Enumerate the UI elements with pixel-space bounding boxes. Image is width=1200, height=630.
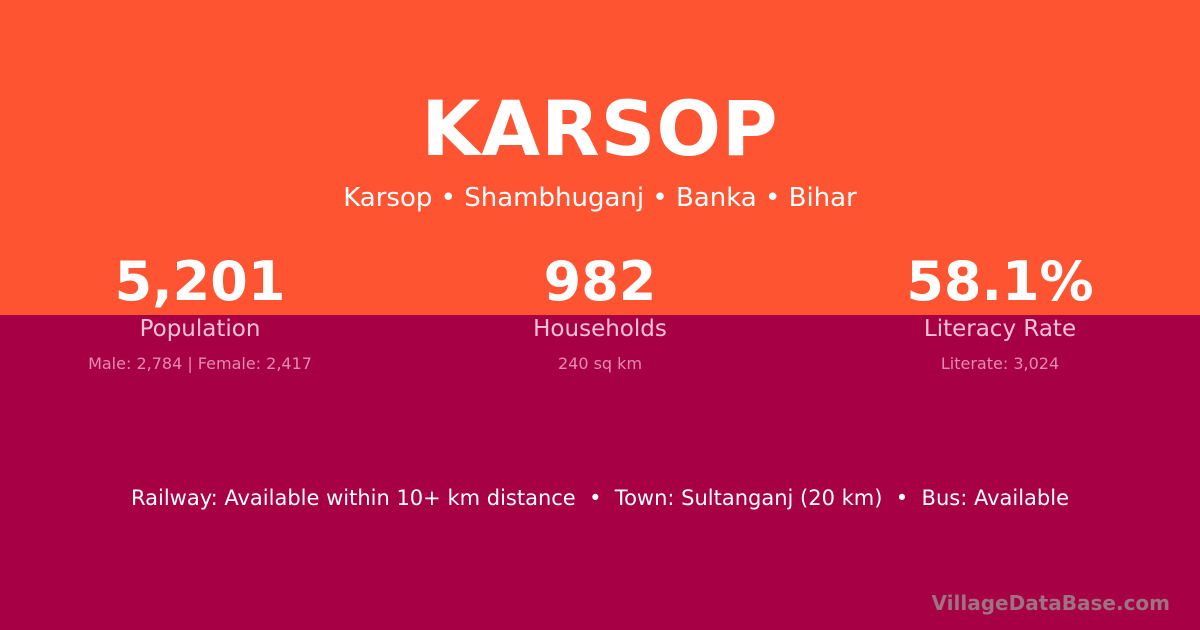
stat-population: 5,201 Population Male: 2,784 | Female: 2… (0, 250, 400, 373)
stat-value: 5,201 (114, 250, 286, 313)
header-band (0, 0, 1200, 315)
stat-literacy: 58.1% Literacy Rate Literate: 3,024 (800, 250, 1200, 373)
stat-value: 982 (543, 250, 657, 313)
location-breadcrumb: Karsop • Shambhuganj • Banka • Bihar (343, 183, 857, 213)
connectivity-info: Railway: Available within 10+ km distanc… (130, 486, 1070, 510)
stat-detail: Literate: 3,024 (940, 354, 1060, 373)
stat-detail: Male: 2,784 | Female: 2,417 (88, 354, 312, 373)
stat-value: 58.1% (906, 250, 1094, 313)
village-title: KARSOP (421, 84, 779, 173)
stat-households: 982 Households 240 sq km (400, 250, 800, 373)
stat-label: Literacy Rate (923, 316, 1077, 342)
stat-label: Population (139, 316, 261, 342)
stat-label: Households (533, 316, 667, 342)
stat-detail: 240 sq km (557, 354, 643, 373)
watermark: VillageDataBase.com (931, 591, 1170, 615)
